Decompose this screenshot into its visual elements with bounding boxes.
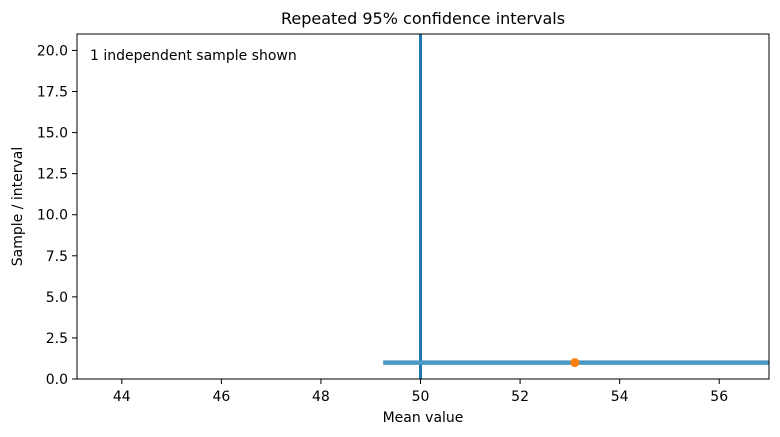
- y-tick-label: 15.0: [37, 126, 68, 142]
- y-tick-label: 12.5: [37, 167, 68, 183]
- chart-title: Repeated 95% confidence intervals: [281, 9, 565, 28]
- x-axis: 44 46 48 50 52 54 56: [113, 379, 728, 405]
- y-tick-label: 2.5: [46, 331, 68, 347]
- x-tick-label: 44: [113, 389, 131, 405]
- y-tick-label: 7.5: [46, 249, 68, 265]
- y-axis-label: Sample / interval: [10, 147, 26, 267]
- x-tick-label: 54: [611, 389, 629, 405]
- x-tick-label: 52: [511, 389, 529, 405]
- y-tick-label: 10.0: [37, 208, 68, 224]
- x-tick-label: 46: [212, 389, 230, 405]
- x-tick-label: 48: [312, 389, 330, 405]
- x-tick-label: 56: [710, 389, 728, 405]
- sample-count-annotation: 1 independent sample shown: [90, 48, 297, 64]
- y-tick-label: 0.0: [46, 372, 68, 388]
- x-axis-label: Mean value: [383, 410, 464, 426]
- plot-area: [383, 34, 769, 379]
- plot-frame: [76, 33, 770, 380]
- y-tick-label: 17.5: [37, 85, 68, 101]
- x-tick-label: 50: [412, 389, 430, 405]
- y-tick-label: 20.0: [37, 43, 68, 59]
- y-axis: 0.0 2.5 5.0 7.5 10.0 12.5 15.0 17.5 20.0: [37, 43, 77, 388]
- sample-mean-point-1: [570, 358, 580, 368]
- y-tick-label: 5.0: [46, 290, 68, 306]
